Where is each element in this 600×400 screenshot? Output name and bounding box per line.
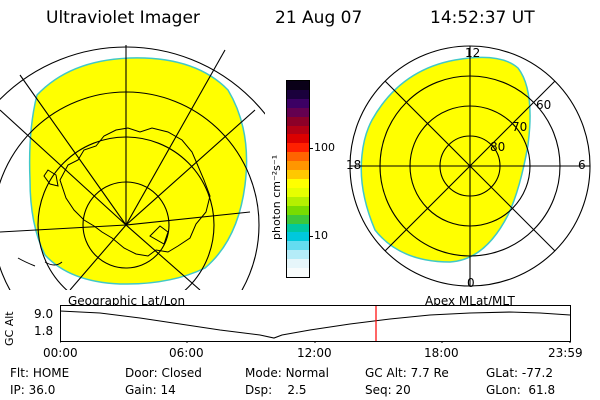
time-tick-0600: 06:00	[169, 346, 204, 360]
colorbar-segment	[287, 170, 309, 179]
colorbar-segment	[287, 268, 309, 277]
colorbar-segment	[287, 143, 309, 153]
colorbar-unit-label: photon cm⁻²s⁻¹	[270, 155, 283, 240]
colorbar-segment	[287, 107, 309, 117]
colorbar-segment	[287, 81, 309, 90]
colorbar-segment	[287, 89, 309, 99]
sequence-status: Seq: 20	[365, 383, 411, 397]
lat-label-70: 70	[512, 120, 528, 134]
door-status: Door: Closed	[125, 366, 202, 380]
colorbar-segment	[287, 214, 309, 224]
time-tick-0000: 00:00	[43, 346, 78, 360]
geo-map-label: Geographic Lat/Lon	[68, 294, 186, 308]
colorbar-segment	[287, 125, 309, 135]
colorbar-tick-100: 100	[314, 141, 335, 154]
colorbar-segment	[287, 196, 309, 206]
colorbar-segment	[287, 116, 309, 126]
lat-label-80: 80	[490, 140, 506, 154]
geographic-map	[0, 45, 265, 290]
polar-map-label: Apex MLat/MLT	[425, 294, 515, 308]
instrument-title: Ultraviolet Imager	[46, 8, 200, 28]
colorbar-segment	[287, 205, 309, 215]
polar-map	[349, 45, 591, 287]
colorbar-tick-mark	[309, 148, 313, 149]
mode-status: Mode: Normal	[245, 366, 329, 380]
colorbar-segment	[287, 259, 309, 269]
dsp-status: Dsp: 2.5	[245, 383, 307, 397]
altitude-curve	[60, 310, 571, 339]
geo-longitude-status: GLon: 61.8	[486, 383, 556, 397]
colorbar-segment	[287, 250, 309, 260]
polar-grid	[349, 45, 591, 287]
gc-altitude-status: GC Alt: 7.7 Re	[365, 366, 449, 380]
mlt-label-top: 12	[465, 46, 481, 60]
mlt-label-left: 18	[346, 158, 362, 172]
time-tick-1800: 18:00	[424, 346, 459, 360]
svg-text:photon cm⁻²s⁻¹: photon cm⁻²s⁻¹	[270, 155, 283, 240]
colorbar-segment	[287, 232, 309, 242]
lat-label-60: 60	[536, 98, 552, 112]
time-tick-1200: 12:00	[297, 346, 332, 360]
ip-status: IP: 36.0	[10, 383, 56, 397]
colorbar-segment	[287, 98, 309, 108]
flight-status: Flt: HOME	[10, 366, 70, 380]
geo-emission-region	[28, 57, 248, 285]
svg-text:GC Alt: GC Alt	[3, 311, 16, 346]
colorbar-segment	[287, 134, 309, 144]
intensity-colorbar	[286, 80, 310, 278]
colorbar-segment	[287, 152, 309, 162]
time-tick-2359: 23:59	[548, 346, 583, 360]
observation-date: 21 Aug 07	[275, 8, 363, 28]
mlt-label-right: 6	[578, 158, 586, 172]
observation-time: 14:52:37 UT	[430, 8, 535, 28]
colorbar-segment	[287, 223, 309, 233]
colorbar-segment	[287, 241, 309, 251]
alt-tick-low: 1.8	[34, 324, 54, 338]
colorbar-tick-mark	[309, 236, 313, 237]
altitude-axis-label: GC Alt	[3, 311, 16, 346]
colorbar-tick-10: 10	[314, 229, 328, 242]
altitude-timeline	[60, 305, 571, 343]
colorbar-segment	[287, 187, 309, 197]
colorbar-segment	[287, 161, 309, 171]
geo-grid	[0, 45, 265, 290]
gain-status: Gain: 14	[125, 383, 176, 397]
polar-emission-region	[360, 56, 531, 263]
geo-latitude-status: GLat: -77.2	[486, 366, 553, 380]
alt-tick-high: 9.0	[34, 307, 54, 321]
mlt-label-bottom: 0	[467, 276, 475, 290]
colorbar-segment	[287, 178, 309, 188]
